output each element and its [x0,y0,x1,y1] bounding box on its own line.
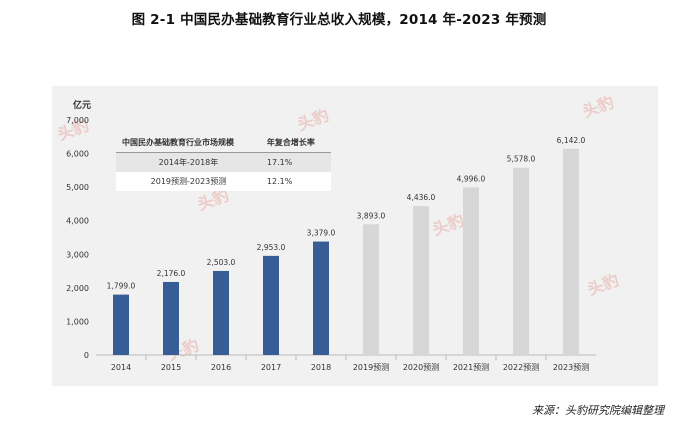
cagr-header-rate: 年复合增长率 [260,132,331,153]
x-tick-label: 2023预测 [553,362,589,372]
y-tick-label: 4,000 [66,217,89,226]
x-tick-label: 2015 [161,363,181,372]
y-tick-label: 3,000 [66,250,89,259]
cagr-period: 2014年-2018年 [116,152,261,172]
value-label: 2,953.0 [257,243,286,252]
value-label: 1,799.0 [107,282,136,291]
x-tick-label: 2018 [311,363,331,372]
x-tick-label: 2019预测 [353,362,389,372]
cagr-rate: 17.1% [260,152,331,172]
value-label: 3,379.0 [307,229,336,238]
bar [363,224,379,355]
y-axis-label: 亿元 [73,99,91,111]
chart-title: 图 2-1 中国民办基础教育行业总收入规模，2014 年-2023 年预测 [131,12,547,28]
bar [413,206,429,355]
bars [113,148,579,355]
value-label: 2,503.0 [207,258,236,267]
bar [163,281,179,355]
bar [563,148,579,355]
value-label: 4,996.0 [457,174,486,183]
bar [113,294,129,355]
bar [213,270,229,355]
value-label: 2,176.0 [157,269,186,278]
watermark-logo: 头豹 [585,270,622,299]
y-tick-label: 1,000 [66,317,89,326]
cagr-header-market: 中国民办基础教育行业市场规模 [116,132,261,153]
y-tick-label: 7,000 [66,116,89,125]
bar [263,255,279,355]
x-tick-label: 2016 [211,363,231,372]
bar [513,167,529,355]
y-tick-label: 6,000 [66,150,89,159]
watermark-logo: 头豹 [295,105,332,134]
x-tick-label: 2014 [111,363,131,372]
x-tick-label: 2022预测 [503,362,539,372]
cagr-period: 2019预测-2023预测 [116,172,261,191]
y-tick-label: 2,000 [66,284,89,293]
x-tick-label: 2021预测 [453,362,489,372]
watermark-logo: 头豹 [580,92,617,121]
y-tick-label: 5,000 [66,183,89,192]
cagr-rate: 12.1% [260,172,331,191]
bar [313,241,329,355]
value-label: 3,893.0 [357,211,386,220]
bar [463,187,479,355]
value-labels: 1,799.0 2,176.0 2,503.0 2,953.0 3,379.0 3,893… [107,136,586,291]
value-label: 4,436.0 [407,193,436,202]
value-label: 6,142.0 [557,136,586,145]
value-label: 5,578.0 [507,155,536,164]
table-row: 2019预测-2023预测 12.1% [116,172,331,191]
x-axis-ticks: 2014 2015 2016 2017 2018 2019预测 2020预测 2021预测 20… [111,355,589,372]
watermark-logo: 头豹 [430,210,467,239]
y-axis-ticks: 0 1,000 2,000 3,000 4,000 5,000 6,000 7,000 [66,116,89,360]
x-tick-label: 2017 [261,363,281,372]
cagr-table: 中国民办基础教育行业市场规模 年复合增长率 2014年-2018年 17.1% … [116,132,331,191]
x-tick-label: 2020预测 [403,362,439,372]
y-tick-label: 0 [84,351,89,360]
table-row: 2014年-2018年 17.1% [116,152,331,172]
source-note: 来源：头豹研究院编辑整理 [532,404,664,417]
